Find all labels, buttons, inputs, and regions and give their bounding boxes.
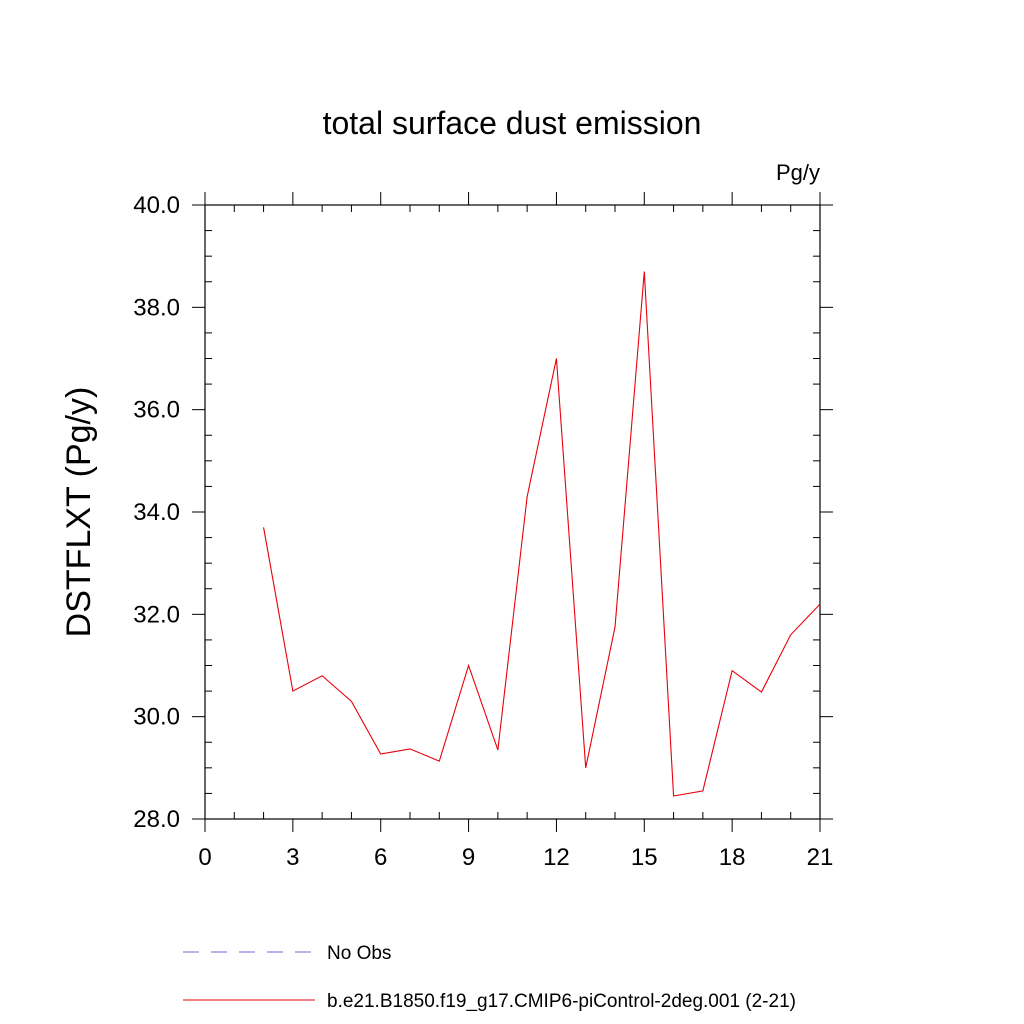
y-tick-label: 36.0 bbox=[133, 397, 180, 424]
x-tick-label: 0 bbox=[198, 844, 211, 871]
y-tick-label: 38.0 bbox=[133, 294, 180, 321]
x-tick-label: 12 bbox=[543, 844, 570, 871]
plot-frame bbox=[204, 204, 821, 820]
y-ticks: 28.0 30.0 32.0 34.0 36.0 38.0 40.0 bbox=[133, 192, 833, 833]
series-line-0 bbox=[263, 271, 821, 797]
x-tick-label: 18 bbox=[719, 844, 746, 871]
x-tick-label: 15 bbox=[631, 844, 658, 871]
x-tick-label: 9 bbox=[462, 844, 475, 871]
y-tick-label: 32.0 bbox=[133, 601, 180, 628]
y-tick-label: 30.0 bbox=[133, 704, 180, 731]
y-tick-label: 34.0 bbox=[133, 499, 180, 526]
x-tick-label: 21 bbox=[807, 844, 834, 871]
y-axis-label: DSTFLXT (Pg/y) bbox=[60, 387, 98, 638]
chart-title: total surface dust emission bbox=[323, 105, 702, 141]
y-tick-label: 28.0 bbox=[133, 806, 180, 833]
y-tick-label: 40.0 bbox=[133, 192, 180, 219]
legend: No Obs b.e21.B1850.f19_g17.CMIP6-piContro… bbox=[183, 943, 796, 1012]
legend-label: b.e21.B1850.f19_g17.CMIP6-piControl-2deg… bbox=[327, 991, 796, 1012]
x-tick-label: 3 bbox=[286, 844, 299, 871]
chart-units-label: Pg/y bbox=[776, 160, 820, 185]
legend-label: No Obs bbox=[327, 943, 391, 964]
series-layer bbox=[263, 271, 821, 797]
x-tick-label: 6 bbox=[374, 844, 387, 871]
x-ticks: 0 3 6 9 12 15 18 21 bbox=[198, 192, 833, 871]
